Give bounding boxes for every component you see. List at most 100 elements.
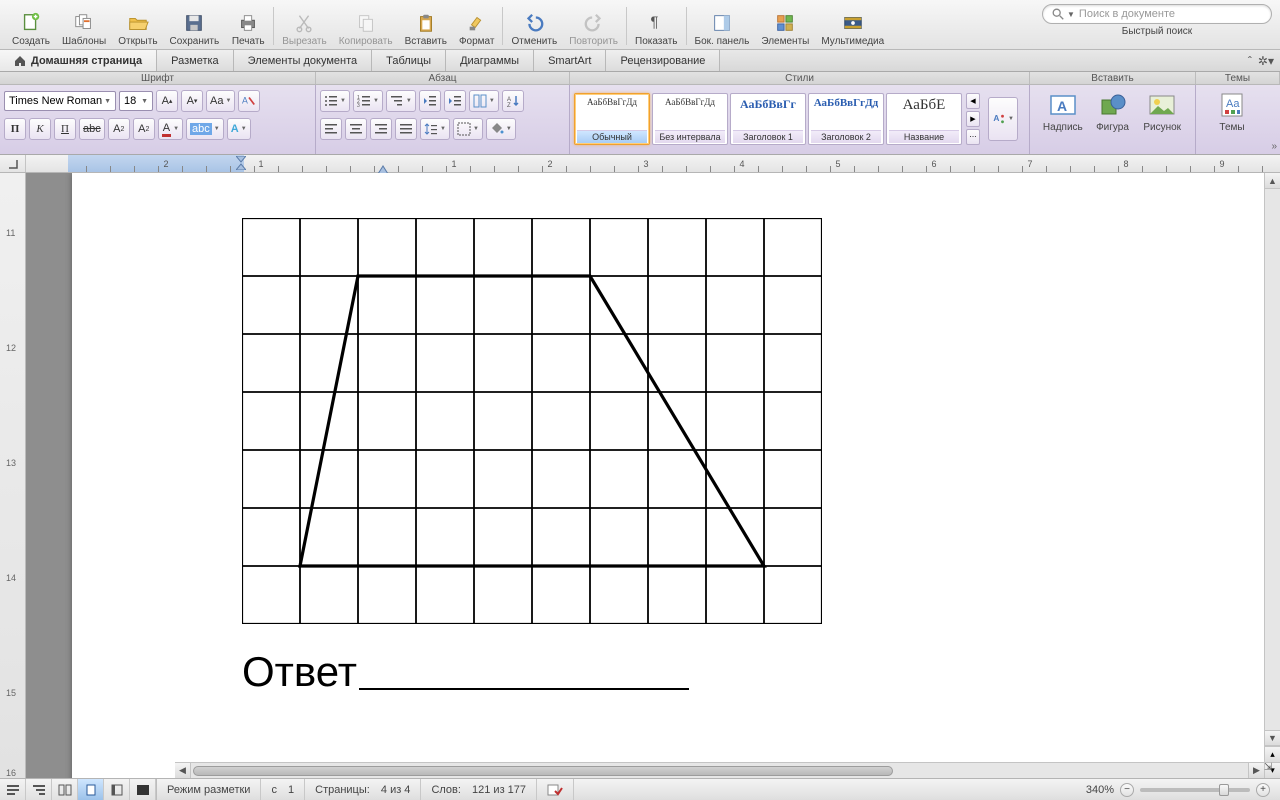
- tab-layout[interactable]: Разметка: [157, 50, 234, 71]
- sort-button[interactable]: AZ: [502, 90, 524, 112]
- sidepanel-button[interactable]: Бок. панель: [689, 11, 756, 49]
- borders-button[interactable]: [453, 118, 483, 140]
- scroll-down-button[interactable]: ▼: [1265, 730, 1280, 746]
- elements-button[interactable]: Элементы: [755, 11, 815, 49]
- multilevel-button[interactable]: [386, 90, 416, 112]
- zoom-knob[interactable]: [1219, 784, 1229, 796]
- horizontal-ruler[interactable]: 21123456789: [26, 155, 1280, 172]
- styles-more-button[interactable]: ⋯: [966, 129, 980, 145]
- prev-page-button[interactable]: ▴: [1265, 746, 1280, 762]
- align-center-button[interactable]: [345, 118, 367, 140]
- collapse-hscroll-icon[interactable]: ⇲: [1264, 762, 1278, 776]
- indent-marker[interactable]: [236, 156, 246, 170]
- ribbon-collapse-icon[interactable]: ˆ: [1248, 54, 1252, 68]
- zoom-in-button[interactable]: +: [1256, 783, 1270, 797]
- clear-format-button[interactable]: A: [238, 90, 260, 112]
- themes-button[interactable]: AaТемы: [1208, 90, 1256, 133]
- style-h1[interactable]: АаБбВвГгЗаголовок 1: [730, 93, 806, 145]
- undo-button[interactable]: Отменить: [505, 11, 563, 49]
- styles-next-button[interactable]: ▶: [966, 111, 980, 127]
- search-input[interactable]: ▼ Поиск в документе: [1042, 4, 1272, 24]
- ribbon-expand-icon[interactable]: »: [1271, 141, 1277, 152]
- status-words[interactable]: Слов: 121 из 177: [421, 779, 537, 800]
- vertical-scrollbar[interactable]: ▲ ▼ ▴ ▾: [1264, 173, 1280, 778]
- tab-home[interactable]: Домашняя страница: [0, 50, 157, 71]
- hscroll-right-button[interactable]: ▶: [1248, 763, 1264, 778]
- tab-smartart[interactable]: SmartArt: [534, 50, 606, 71]
- style-title[interactable]: АаБбЕНазвание: [886, 93, 962, 145]
- status-section[interactable]: с 1: [261, 779, 305, 800]
- status-pages[interactable]: Страницы: 4 из 4: [305, 779, 421, 800]
- hscroll-left-button[interactable]: ◀: [175, 763, 191, 778]
- bold-button[interactable]: П: [4, 118, 26, 140]
- font-size-select[interactable]: 18▼: [119, 91, 153, 111]
- scroll-up-button[interactable]: ▲: [1265, 173, 1280, 189]
- horizontal-scrollbar[interactable]: ◀ ▶: [175, 762, 1264, 778]
- font-name-select[interactable]: Times New Roman▼: [4, 91, 116, 111]
- insert-textbox-button[interactable]: AНадпись: [1042, 90, 1084, 133]
- columns-button[interactable]: [469, 90, 499, 112]
- open-button[interactable]: Открыть: [112, 11, 163, 49]
- shrink-font-button[interactable]: A▾: [181, 90, 203, 112]
- view-fullscreen-button[interactable]: [130, 779, 156, 800]
- justify-button[interactable]: [395, 118, 417, 140]
- bullets-button[interactable]: [320, 90, 350, 112]
- redo-label: Повторить: [569, 36, 618, 47]
- change-case-button[interactable]: Aa: [206, 90, 235, 112]
- zoom-slider[interactable]: [1140, 788, 1250, 792]
- document-page[interactable]: Ответ: [72, 173, 1264, 778]
- shading-button[interactable]: [486, 118, 516, 140]
- text-effects-button[interactable]: A: [227, 118, 251, 140]
- redo-button[interactable]: Повторить: [563, 11, 624, 49]
- print-button[interactable]: Печать: [225, 11, 271, 49]
- media-button[interactable]: Мультимедиа: [815, 11, 890, 49]
- zoom-value[interactable]: 340%: [1086, 784, 1114, 796]
- view-notebook-button[interactable]: [104, 779, 130, 800]
- templates-button[interactable]: Шаблоны: [56, 11, 112, 49]
- view-print-button[interactable]: [78, 779, 104, 800]
- vertical-ruler[interactable]: 111213141516: [0, 173, 26, 778]
- view-draft-button[interactable]: [0, 779, 26, 800]
- tab-charts[interactable]: Диаграммы: [446, 50, 534, 71]
- numbering-button[interactable]: 123: [353, 90, 383, 112]
- align-right-button[interactable]: [370, 118, 392, 140]
- style-h2[interactable]: АаБбВвГгДдЗаголовок 2: [808, 93, 884, 145]
- strike-button[interactable]: abc: [79, 118, 105, 140]
- style-normal[interactable]: АаБбВвГгДдОбычный: [574, 93, 650, 145]
- insert-picture-button[interactable]: Рисунок: [1141, 90, 1183, 133]
- underline-button[interactable]: П: [54, 118, 76, 140]
- format-button[interactable]: Формат: [453, 11, 501, 49]
- style-nospace[interactable]: АаБбВвГгДдБез интервала: [652, 93, 728, 145]
- view-publish-button[interactable]: [52, 779, 78, 800]
- tab-type-button[interactable]: [0, 155, 26, 172]
- tab-docelem[interactable]: Элементы документа: [234, 50, 372, 71]
- zoom-out-button[interactable]: −: [1120, 783, 1134, 797]
- subscript-button[interactable]: A2: [133, 118, 155, 140]
- insert-shape-button[interactable]: Фигура: [1092, 90, 1134, 133]
- ribbon-settings-icon[interactable]: ✲▾: [1258, 54, 1274, 68]
- italic-button[interactable]: К: [29, 118, 51, 140]
- save-button[interactable]: Сохранить: [164, 11, 226, 49]
- view-outline-button[interactable]: [26, 779, 52, 800]
- change-styles-button[interactable]: A: [988, 97, 1018, 141]
- align-left-button[interactable]: [320, 118, 342, 140]
- hscroll-thumb[interactable]: [193, 766, 893, 776]
- tab-review[interactable]: Рецензирование: [606, 50, 720, 71]
- styles-prev-button[interactable]: ◀: [966, 93, 980, 109]
- superscript-button[interactable]: A2: [108, 118, 130, 140]
- status-spellcheck[interactable]: [537, 779, 574, 800]
- tab-tables[interactable]: Таблицы: [372, 50, 446, 71]
- outdent-button[interactable]: [419, 90, 441, 112]
- status-mode[interactable]: Режим разметки: [157, 779, 261, 800]
- cut-button[interactable]: Вырезать: [276, 11, 332, 49]
- copy-button[interactable]: Копировать: [333, 11, 399, 49]
- line-spacing-button[interactable]: [420, 118, 450, 140]
- grow-font-button[interactable]: A▴: [156, 90, 178, 112]
- show-button[interactable]: ¶Показать: [629, 11, 684, 49]
- highlight-button[interactable]: abc: [186, 118, 224, 140]
- search-dropdown-icon[interactable]: ▼: [1067, 10, 1075, 19]
- paste-button[interactable]: Вставить: [399, 11, 453, 49]
- font-color-button[interactable]: A: [158, 118, 183, 140]
- indent-button[interactable]: [444, 90, 466, 112]
- new-button[interactable]: Создать: [6, 11, 56, 49]
